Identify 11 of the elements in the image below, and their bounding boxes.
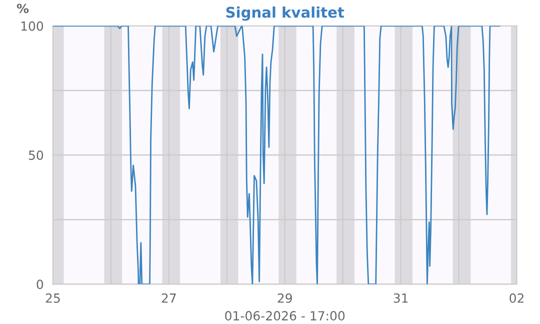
x-tick-label: 31 [394, 293, 408, 303]
x-tick-label: 27 [162, 293, 176, 303]
x-axis-title: 01-06-2026 - 17:00 [225, 311, 345, 321]
y-axis-title: % [16, 4, 29, 14]
x-tick-label: 29 [278, 293, 292, 303]
y-tick-label: 100 [21, 21, 44, 31]
x-tick-label: 02 [510, 293, 524, 303]
x-tick-label: 25 [46, 293, 60, 303]
y-tick-label: 50 [28, 150, 44, 160]
chart-title: Signal kvalitet [226, 6, 344, 21]
y-tick-label: 0 [36, 280, 44, 290]
